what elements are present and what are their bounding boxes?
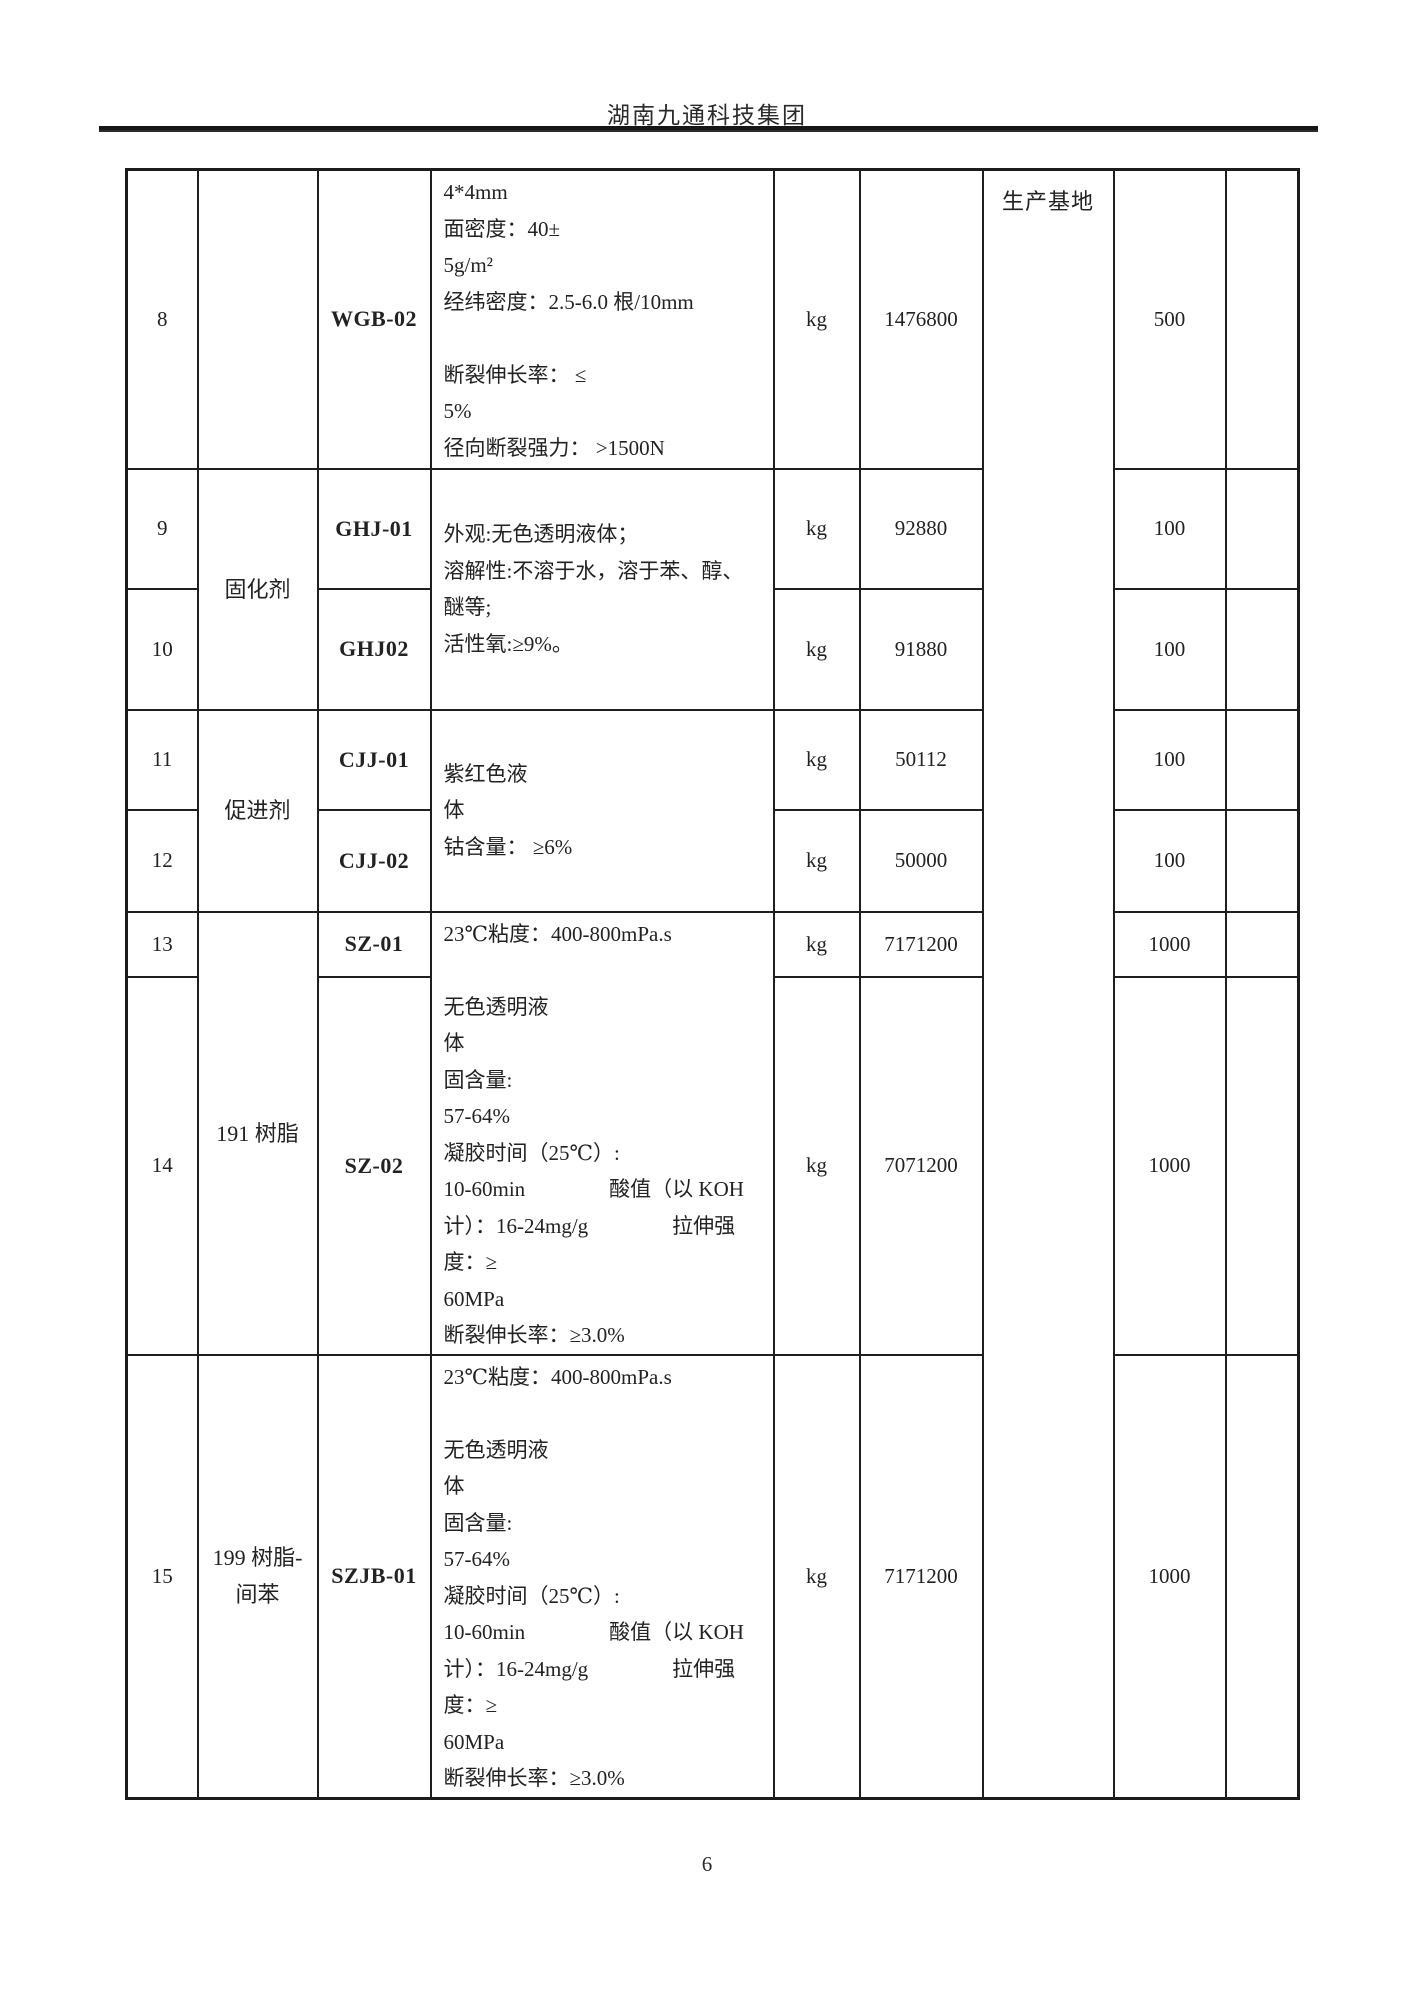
row-number-cell: 13 [125,910,199,978]
product-code-cell: GHJ02 [316,587,432,711]
ratio-cell: 100 [1112,708,1227,811]
empty-cell [1224,467,1300,590]
quantity-cell: 1476800 [858,168,984,470]
spec-cell: 紫红色液 体 钴含量： ≥6% [429,708,775,913]
materials-table: 8 WGB-02 4*4mm 面密度：40± 5g/m² 经纬密度：2.5-6.… [125,168,1300,1800]
unit-cell: kg [772,708,861,811]
unit-cell: kg [772,467,861,590]
unit-cell: kg [772,808,861,913]
empty-cell [1224,1353,1300,1800]
spec-cell: 外观:无色透明液体； 溶解性:不溶于水，溶于苯、醇、 醚等; 活性氧:≥9%。 [429,467,775,711]
ratio-cell: 1000 [1112,1353,1227,1800]
row-number-cell: 8 [125,168,199,470]
category-cell: 191 树脂 [196,910,319,1356]
spec-cell: 23℃粘度：400-800mPa.s 无色透明液 体 固含量: 57-64% 凝… [429,1353,775,1800]
quantity-cell: 7171200 [858,1353,984,1800]
table-row: 15 199 树脂- 间苯 SZJB-01 23℃粘度：400-800mPa.s… [125,1353,1300,1800]
category-cell [196,168,319,470]
table-row: 14 SZ-02 kg 7071200 1000 [125,975,1300,1356]
category-cell: 199 树脂- 间苯 [196,1353,319,1800]
quantity-cell: 50000 [858,808,984,913]
table-row: 13 191 树脂 SZ-01 23℃粘度：400-800mPa.s 无色透明液… [125,910,1300,1356]
ratio-cell: 100 [1112,467,1227,590]
category-cell: 固化剂 [196,467,319,711]
product-code-cell: SZ-01 [316,910,432,978]
product-code-cell: SZ-02 [316,975,432,1356]
empty-cell [1224,587,1300,711]
product-code-cell: SZJB-01 [316,1353,432,1800]
row-number-cell: 11 [125,708,199,811]
page-number: 6 [701,1852,713,1876]
quantity-cell: 7171200 [858,910,984,978]
empty-cell [1224,168,1300,470]
quantity-cell: 7071200 [858,975,984,1356]
unit-cell: kg [772,910,861,978]
table-row: 9 固化剂 GHJ-01 外观:无色透明液体； 溶解性:不溶于水，溶于苯、醇、 … [125,467,1300,711]
spec-cell: 23℃粘度：400-800mPa.s 无色透明液 体 固含量: 57-64% 凝… [429,910,775,1356]
page-title: 湖南九通科技集团 [607,103,807,128]
ratio-cell: 500 [1112,168,1227,470]
product-code-cell: CJJ-02 [316,808,432,913]
ratio-cell: 100 [1112,587,1227,711]
empty-cell [1224,975,1300,1356]
row-number-cell: 12 [125,808,199,913]
row-number-cell: 15 [125,1353,199,1800]
empty-cell [1224,808,1300,913]
quantity-cell: 91880 [858,587,984,711]
unit-cell: kg [772,168,861,470]
ratio-cell: 1000 [1112,910,1227,978]
table-row: 8 WGB-02 4*4mm 面密度：40± 5g/m² 经纬密度：2.5-6.… [125,168,1300,1800]
product-code-cell: WGB-02 [316,168,432,470]
table-row: 10 GHJ02 kg 91880 100 [125,587,1300,711]
header-rule [99,126,1318,132]
unit-cell: kg [772,1353,861,1800]
ratio-cell: 1000 [1112,975,1227,1356]
empty-cell [1224,708,1300,811]
table-row: 11 促进剂 CJJ-01 紫红色液 体 钴含量： ≥6% kg 50112 1… [125,708,1300,913]
row-number-cell: 10 [125,587,199,711]
row-number-cell: 9 [125,467,199,590]
quantity-cell: 50112 [858,708,984,811]
unit-cell: kg [772,975,861,1356]
unit-cell: kg [772,587,861,711]
table-row: 12 CJJ-02 kg 50000 100 [125,808,1300,913]
production-base-cell: 生产基地 [981,168,1115,1800]
quantity-cell: 92880 [858,467,984,590]
spec-cell: 4*4mm 面密度：40± 5g/m² 经纬密度：2.5-6.0 根/10mm … [429,168,775,470]
ratio-cell: 100 [1112,808,1227,913]
product-code-cell: GHJ-01 [316,467,432,590]
row-number-cell: 14 [125,975,199,1356]
category-cell: 促进剂 [196,708,319,913]
empty-cell [1224,910,1300,978]
product-code-cell: CJJ-01 [316,708,432,811]
